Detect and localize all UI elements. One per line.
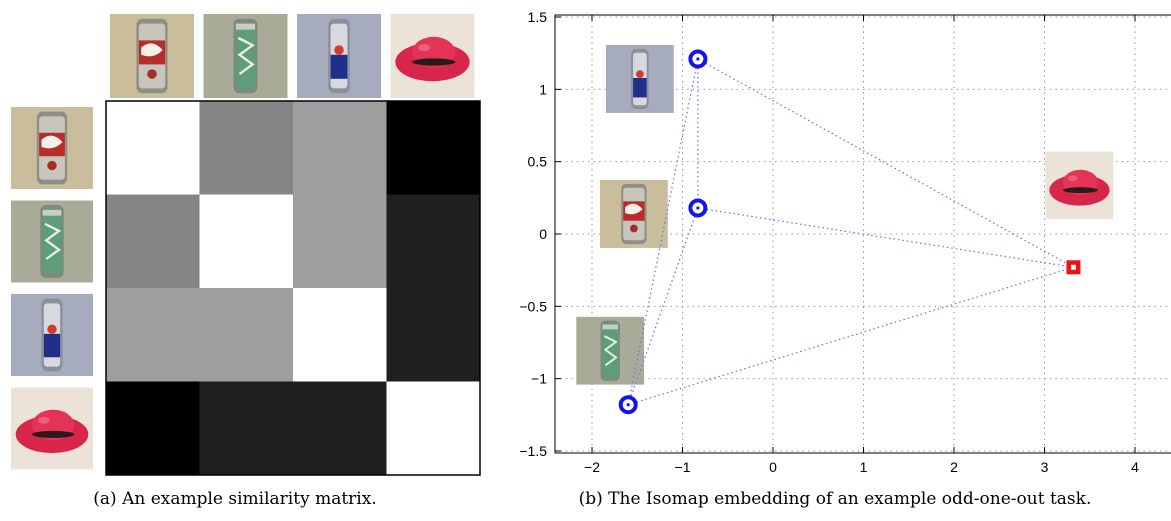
heatmap-cell-redbull-can-redbull-can [293, 288, 387, 382]
isomap-embedding-panel: −2 −1 0 1 2 3 4 1.5 1 0.5 0 −0.5 −1 −1.5 (b) The Isom… [519, 9, 1171, 509]
red-hat-icon [390, 14, 475, 98]
heatmap-cell-redbull-can-red-hat [386, 288, 481, 382]
marker-coke-can [688, 198, 708, 218]
edge-coke-can-red-hat [697, 207, 1074, 268]
axis-ticks: −2 −1 0 1 2 3 4 1.5 1 0.5 0 −0.5 −1 −1.5 [519, 9, 1139, 475]
y-tick-label: 0.5 [528, 154, 548, 170]
embedding-markers [618, 49, 1081, 415]
heatmap-cell-sprite-can-coke-can [106, 194, 200, 289]
heatmap-cell-coke-can-red-hat [386, 101, 481, 195]
sprite-can-icon [203, 14, 288, 98]
heatmap-cell-sprite-can-redbull-can [293, 194, 387, 289]
x-tick-label: 0 [769, 459, 777, 475]
x-tick-label: 2 [950, 459, 958, 475]
marker-red-hat [1066, 260, 1081, 275]
plot-frame [554, 14, 1171, 454]
similarity-matrix-panel: (a) An example similarity matrix. [10, 14, 481, 509]
sprite-can-icon [576, 316, 645, 385]
heatmap-cell-sprite-can-sprite-can [199, 194, 294, 289]
y-tick-label: −0.5 [519, 298, 547, 314]
heatmap-cell-coke-can-redbull-can [293, 101, 387, 195]
heatmap-cell-sprite-can-red-hat [386, 194, 481, 289]
red-hat-icon [11, 387, 93, 470]
edge-coke-can-sprite-can [627, 207, 699, 405]
x-tick-label: −2 [584, 459, 600, 475]
edge-redbull-can-sprite-can [627, 58, 699, 405]
y-tick-label: 1.5 [528, 9, 548, 25]
sprite-can-icon [10, 200, 94, 283]
heatmap-cell-coke-can-coke-can [106, 101, 200, 195]
x-tick-label: −1 [675, 459, 691, 475]
y-tick-label: 0 [539, 226, 547, 242]
redbull-can-icon [11, 294, 93, 376]
heatmap-cells [106, 101, 481, 476]
marker-dot-sprite-can [626, 403, 630, 407]
y-tick-label: −1 [531, 371, 547, 387]
heatmap-cell-redbull-can-coke-can [106, 288, 200, 382]
heatmap-cell-red-hat-redbull-can [293, 381, 387, 476]
marker-dot-redbull-can [696, 57, 700, 61]
heatmap-cell-red-hat-sprite-can [199, 381, 294, 476]
redbull-can-icon [297, 14, 381, 98]
edge-sprite-can-red-hat [628, 266, 1074, 406]
caption-b: (b) The Isomap embedding of an example o… [579, 489, 1092, 509]
coke-can-icon [11, 107, 93, 189]
marker-sprite-can [618, 395, 638, 415]
column-thumbnails [110, 14, 475, 98]
y-tick-label: −1.5 [519, 443, 547, 459]
heatmap-cell-redbull-can-sprite-can [199, 288, 294, 382]
x-tick-label: 3 [1041, 459, 1049, 475]
coke-can-icon [599, 179, 668, 248]
embedding-edges [627, 58, 1074, 406]
x-tick-label: 4 [1131, 459, 1139, 475]
marker-center-red-hat [1070, 264, 1076, 270]
row-thumbnails [10, 107, 94, 470]
heatmap-frame [105, 100, 481, 476]
marker-redbull-can [688, 49, 708, 69]
caption-a: (a) An example similarity matrix. [93, 489, 376, 509]
x-tick-label: 1 [860, 459, 868, 475]
red-hat-icon [1045, 151, 1114, 220]
heatmap-cell-coke-can-sprite-can [199, 101, 294, 195]
heatmap-cell-red-hat-red-hat [386, 381, 481, 476]
coke-can-icon [110, 14, 194, 98]
marker-dot-coke-can [696, 206, 700, 210]
heatmap-cell-red-hat-coke-can [106, 381, 200, 476]
y-tick-label: 1 [539, 81, 547, 97]
redbull-can-icon [605, 44, 674, 113]
